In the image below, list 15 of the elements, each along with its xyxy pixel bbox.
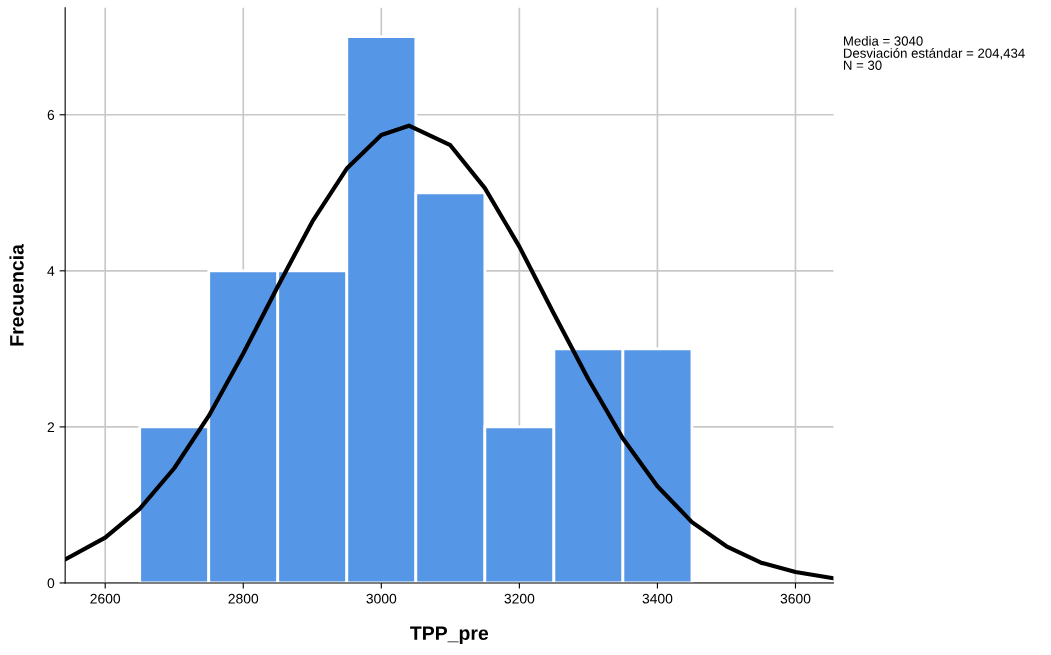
x-tick-label: 2800 xyxy=(228,593,259,604)
x-tick-label: 3600 xyxy=(780,593,811,604)
text: Desviación estándar = 204,434 xyxy=(843,47,1025,60)
y-tick-label: 4 xyxy=(47,266,55,276)
text: Media = 3040 xyxy=(843,36,923,46)
x-tick-label: 3000 xyxy=(366,593,397,604)
y-axis-title: Frecuencia xyxy=(9,243,24,346)
x-axis-title: TPP_pre xyxy=(410,626,489,644)
text: N = 30 xyxy=(843,60,882,70)
x-tick-label: 3400 xyxy=(642,593,673,604)
y-tick-label: 0 xyxy=(47,578,55,589)
x-tick-label: 2600 xyxy=(90,593,121,604)
y-tick-label: 6 xyxy=(47,110,55,120)
y-tick-label: 2 xyxy=(47,422,55,432)
x-tick-label: 3200 xyxy=(504,593,535,604)
